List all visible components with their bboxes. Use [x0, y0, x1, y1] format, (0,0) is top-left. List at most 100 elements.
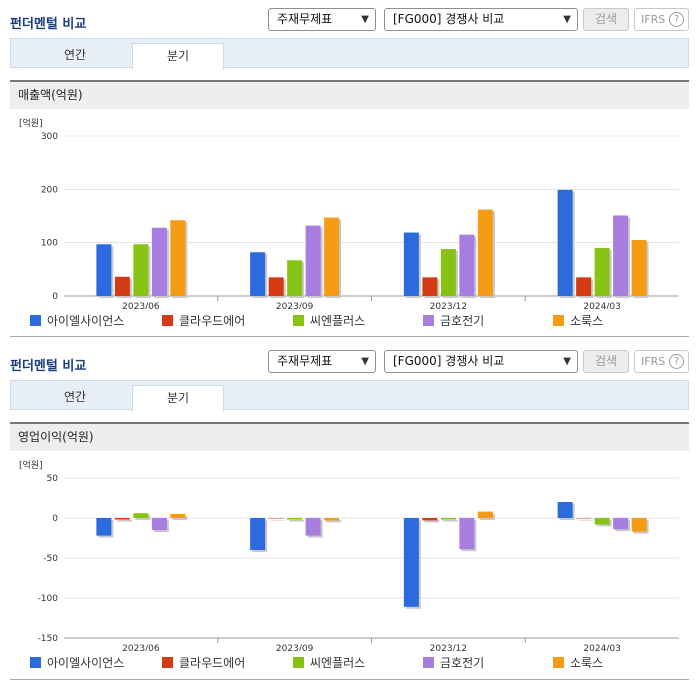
legend-swatch	[30, 315, 41, 326]
bar	[305, 225, 321, 296]
bar	[459, 518, 475, 550]
comparison-select[interactable]: [FG000] 경쟁사 비교 ▼	[384, 350, 578, 373]
bar	[170, 514, 186, 518]
y-axis-label: [억원]	[19, 117, 43, 129]
legend-swatch	[553, 315, 564, 326]
bar	[268, 277, 284, 296]
ifrs-button[interactable]: IFRS ?	[634, 350, 689, 373]
bar	[96, 244, 112, 296]
x-tick-label: 2024/03	[583, 644, 620, 651]
bar	[403, 518, 419, 607]
bar	[287, 518, 303, 520]
bar-shadow	[424, 520, 440, 523]
y-tick-label: 300	[41, 132, 58, 142]
search-button[interactable]: 검색	[583, 8, 629, 31]
bar	[133, 513, 149, 518]
legend-label: 클라우드에어	[179, 656, 246, 670]
tab-quarterly[interactable]: 분기	[132, 385, 224, 412]
x-tick-label: 2024/03	[583, 302, 620, 309]
bar	[594, 518, 610, 525]
ifrs-label: IFRS	[641, 13, 666, 26]
comparison-select-value: [FG000] 경쟁사 비교	[393, 354, 505, 368]
bar	[440, 249, 456, 296]
legend-label: 금호전기	[440, 656, 485, 670]
y-axis-label: [억원]	[19, 459, 43, 471]
ifrs-label: IFRS	[641, 355, 666, 368]
bar	[631, 518, 647, 532]
legend-label: 금호전기	[440, 314, 485, 328]
chevron-down-icon: ▼	[563, 14, 571, 25]
panel-header: 펀더멘털 비교 주재무제표 ▼ [FG000] 경쟁사 비교 ▼ 검색 IFRS…	[0, 0, 696, 34]
bar-shadow	[442, 520, 458, 522]
bar	[422, 277, 438, 296]
ifrs-button[interactable]: IFRS ?	[634, 8, 689, 31]
divider	[10, 336, 689, 337]
legend-item: 아이엘사이언스	[30, 314, 124, 328]
statement-select[interactable]: 주재무제표 ▼	[268, 8, 376, 31]
operating-profit-panel: 펀더멘털 비교 주재무제표 ▼ [FG000] 경쟁사 비교 ▼ 검색 IFRS…	[0, 342, 696, 684]
tab-annual[interactable]: 연간	[63, 390, 87, 404]
panel-title: 펀더멘털 비교	[10, 17, 87, 32]
y-tick-label: -100	[38, 594, 59, 604]
bar	[594, 248, 610, 296]
y-tick-label: -150	[38, 634, 59, 644]
bar	[151, 227, 167, 296]
legend-item: 금호전기	[423, 656, 484, 670]
comparison-select[interactable]: [FG000] 경쟁사 비교 ▼	[384, 8, 578, 31]
revenue-chart: [억원] 0 100 200 300 2023/06 2023/09 2023/12 2024/…	[19, 117, 679, 309]
tab-quarterly[interactable]: 분기	[132, 43, 224, 70]
bar	[576, 518, 592, 519]
legend-item: 아이엘사이언스	[30, 656, 124, 670]
legend-swatch	[162, 657, 173, 668]
legend-label: 클라우드에어	[179, 314, 246, 328]
y-tick-label: 100	[41, 239, 58, 249]
period-tabs: 연간 분기	[10, 380, 689, 412]
legend-item: 금호전기	[423, 314, 484, 328]
legend-label: 소룩스	[570, 314, 604, 328]
x-tick-label: 2023/09	[276, 302, 314, 309]
bar	[170, 220, 186, 296]
bar	[477, 511, 493, 518]
legend-item: 씨엔플러스	[293, 656, 365, 670]
search-button[interactable]: 검색	[583, 350, 629, 373]
legend-swatch	[293, 657, 304, 668]
statement-select[interactable]: 주재무제표 ▼	[268, 350, 376, 373]
chart-title: 영업이익(억원)	[10, 422, 689, 451]
y-tick-label: 0	[52, 514, 58, 524]
tab-annual[interactable]: 연간	[63, 48, 87, 62]
legend-swatch	[162, 315, 173, 326]
bar	[576, 277, 592, 296]
legend-label: 아이엘사이언스	[47, 314, 125, 328]
chart-title: 매출액(억원)	[10, 80, 689, 109]
y-tick-label: 200	[41, 185, 58, 195]
bar	[114, 276, 130, 296]
legend-item: 소룩스	[553, 314, 603, 328]
bar-shadow	[326, 520, 342, 523]
x-tick-label: 2023/12	[430, 302, 467, 309]
bar	[250, 518, 266, 550]
legend-swatch	[423, 315, 434, 326]
bar	[268, 518, 284, 519]
chart-legend: 아이엘사이언스 클라우드에어 씨엔플러스 금호전기 소룩스	[30, 656, 680, 672]
bar-shadow	[116, 520, 132, 522]
bar-shadow	[578, 520, 594, 521]
panel-header: 펀더멘털 비교 주재무제표 ▼ [FG000] 경쟁사 비교 ▼ 검색 IFRS…	[0, 342, 696, 376]
statement-select-value: 주재무제표	[277, 12, 333, 26]
bar	[422, 518, 438, 521]
legend-label: 씨엔플러스	[310, 314, 366, 328]
legend-swatch	[30, 657, 41, 668]
legend-item: 클라우드에어	[162, 656, 245, 670]
x-tick-label: 2023/09	[276, 644, 314, 651]
x-tick-label: 2023/06	[122, 302, 160, 309]
chevron-down-icon: ▼	[361, 14, 369, 25]
bar	[403, 232, 419, 296]
divider	[10, 679, 689, 680]
bar	[324, 518, 340, 521]
bar	[557, 502, 573, 518]
bar	[557, 189, 573, 296]
bar-shadow	[289, 520, 305, 522]
bar	[151, 518, 167, 530]
y-tick-label: -50	[43, 554, 58, 564]
statement-select-value: 주재무제표	[277, 354, 333, 368]
bar	[96, 518, 112, 536]
